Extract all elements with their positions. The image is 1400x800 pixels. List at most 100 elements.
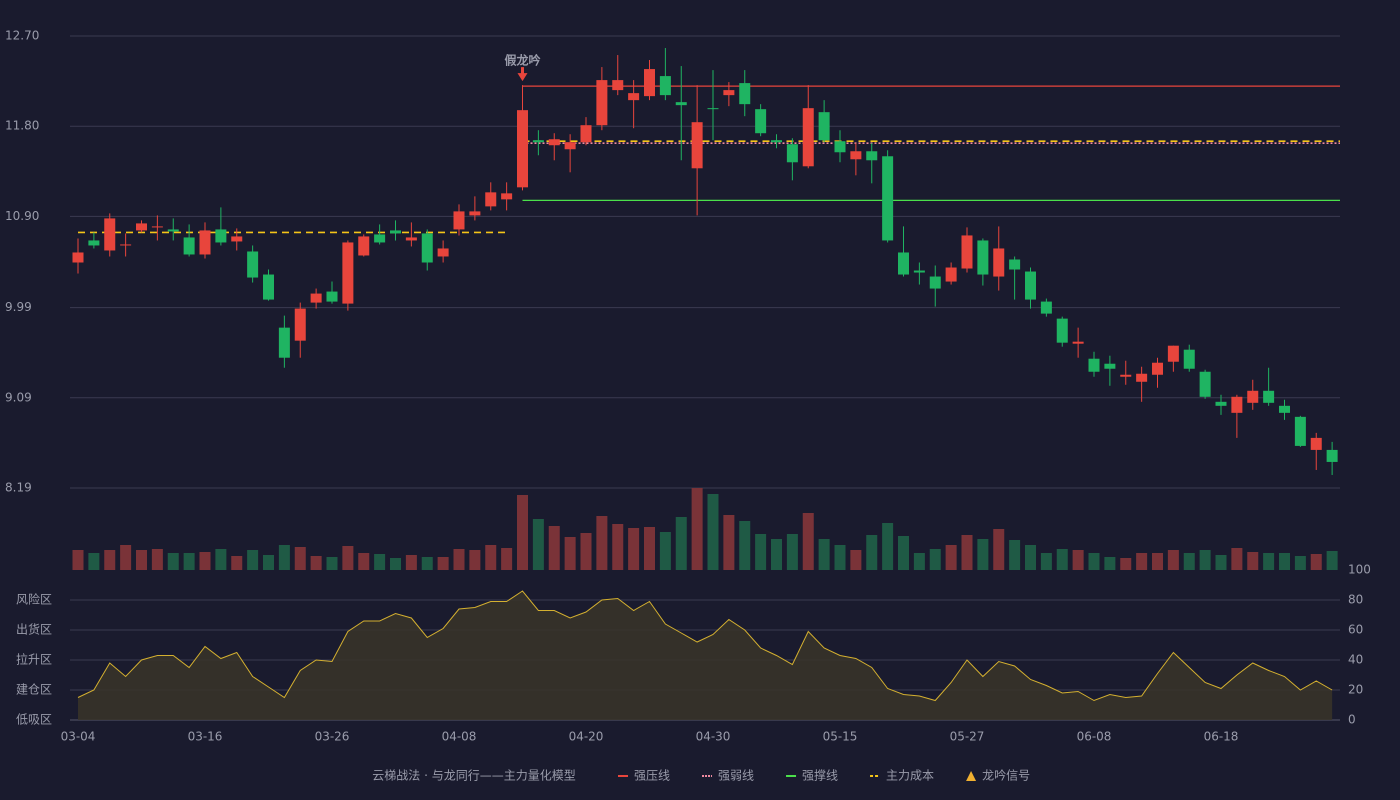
candle-body [532,140,544,143]
candle-body [215,229,227,243]
volume-bar [294,547,306,570]
candle-body [342,242,354,304]
y-tick-label: 8.19 [5,481,32,495]
volume-bar [1326,551,1338,570]
volume-bar [231,556,243,570]
signal-label: 假龙吟 [504,53,540,68]
volume-bar [898,536,909,570]
candle-body [834,141,846,153]
candle-body [1310,437,1322,450]
legend-label: 龙吟信号 [982,768,1030,783]
zone-label: 低吸区 [16,713,52,727]
volume-bar [1263,553,1275,570]
y-tick-label: 100 [1348,563,1371,577]
candle-body [1040,301,1052,314]
candle-body [326,291,338,302]
volume-bar [405,555,417,570]
candle-body [707,108,719,110]
volume-bar [136,550,147,570]
volume-bar [612,524,624,570]
candle-body [755,109,767,134]
zone-label: 建仓区 [16,683,52,697]
legend-label: 主力成本 [886,769,934,783]
x-tick-label: 03-26 [315,730,350,744]
volume-bar [691,488,703,570]
x-tick-label: 06-18 [1204,730,1239,744]
legend-label: 强撑线 [802,768,838,783]
volume-bar [326,557,338,570]
volume-bar [485,545,497,570]
volume-bar [151,549,163,570]
candle-body [1088,358,1100,372]
volume-bar [532,519,544,570]
volume-bar [580,533,592,570]
oscillator-line [77,590,1333,702]
candle-body [1215,401,1227,406]
x-tick-label: 05-15 [823,730,858,744]
volume-bar [1072,550,1084,570]
y-tick-label: 9.99 [5,300,32,314]
candle-body [1072,341,1084,344]
volume-bar [977,539,989,570]
candle-body [1104,363,1116,369]
x-tick-label: 03-16 [188,730,223,744]
candle-body [850,151,862,160]
volume-bar [247,550,259,570]
volume-bar [72,550,84,570]
volume-bar [596,516,608,570]
candle-body [771,140,782,143]
volume-bar [1088,553,1100,570]
y-tick-label: 20 [1348,683,1363,697]
volume-bar [929,549,941,570]
volume-bar [1040,553,1052,570]
candle-body [120,244,132,246]
volume-bar [517,495,528,570]
candle-body [1247,390,1259,403]
volume-bar [707,494,719,570]
volume-bar [723,515,735,570]
y-tick-label: 40 [1348,653,1363,667]
candle-body [1279,405,1290,413]
candle-body [1183,349,1195,369]
candle-body [898,252,909,275]
candle-body [405,237,417,241]
volume-bar [739,521,751,570]
volume-bar [818,539,830,570]
volume-bar [501,548,513,570]
candle-body [659,76,671,96]
volume-bar [564,537,576,570]
candle-body [977,240,989,275]
volume-bar [786,534,798,570]
candle-body [723,90,735,96]
oscillator-area [78,591,1333,720]
candle-body [993,248,1005,277]
candle-body [866,151,878,161]
volume-bar [199,552,211,570]
legend-label: 强弱线 [718,769,754,783]
volume-bar [469,550,481,570]
candle-body [1167,345,1179,362]
volume-bar [945,545,957,570]
candle-body [1263,390,1275,403]
volume-bar [961,535,973,570]
volume-bar [913,553,925,570]
candle-body [310,293,322,303]
candle-body [247,251,259,278]
x-tick-label: 04-08 [442,730,477,744]
candle-body [167,229,179,232]
candle-body [882,156,894,241]
candle-body [564,142,576,150]
candle-body [390,230,401,234]
candle-body [278,327,290,358]
legend-marker [966,771,977,781]
candle-body [421,233,433,263]
volume-bar [1136,553,1148,570]
candle-body [691,122,703,169]
candle-body [501,193,513,200]
volume-bar [1279,553,1290,570]
candle-body [1120,374,1132,377]
y-tick-label: 10.90 [5,209,39,223]
volume-bar [1247,552,1259,570]
candle-body [231,236,243,242]
